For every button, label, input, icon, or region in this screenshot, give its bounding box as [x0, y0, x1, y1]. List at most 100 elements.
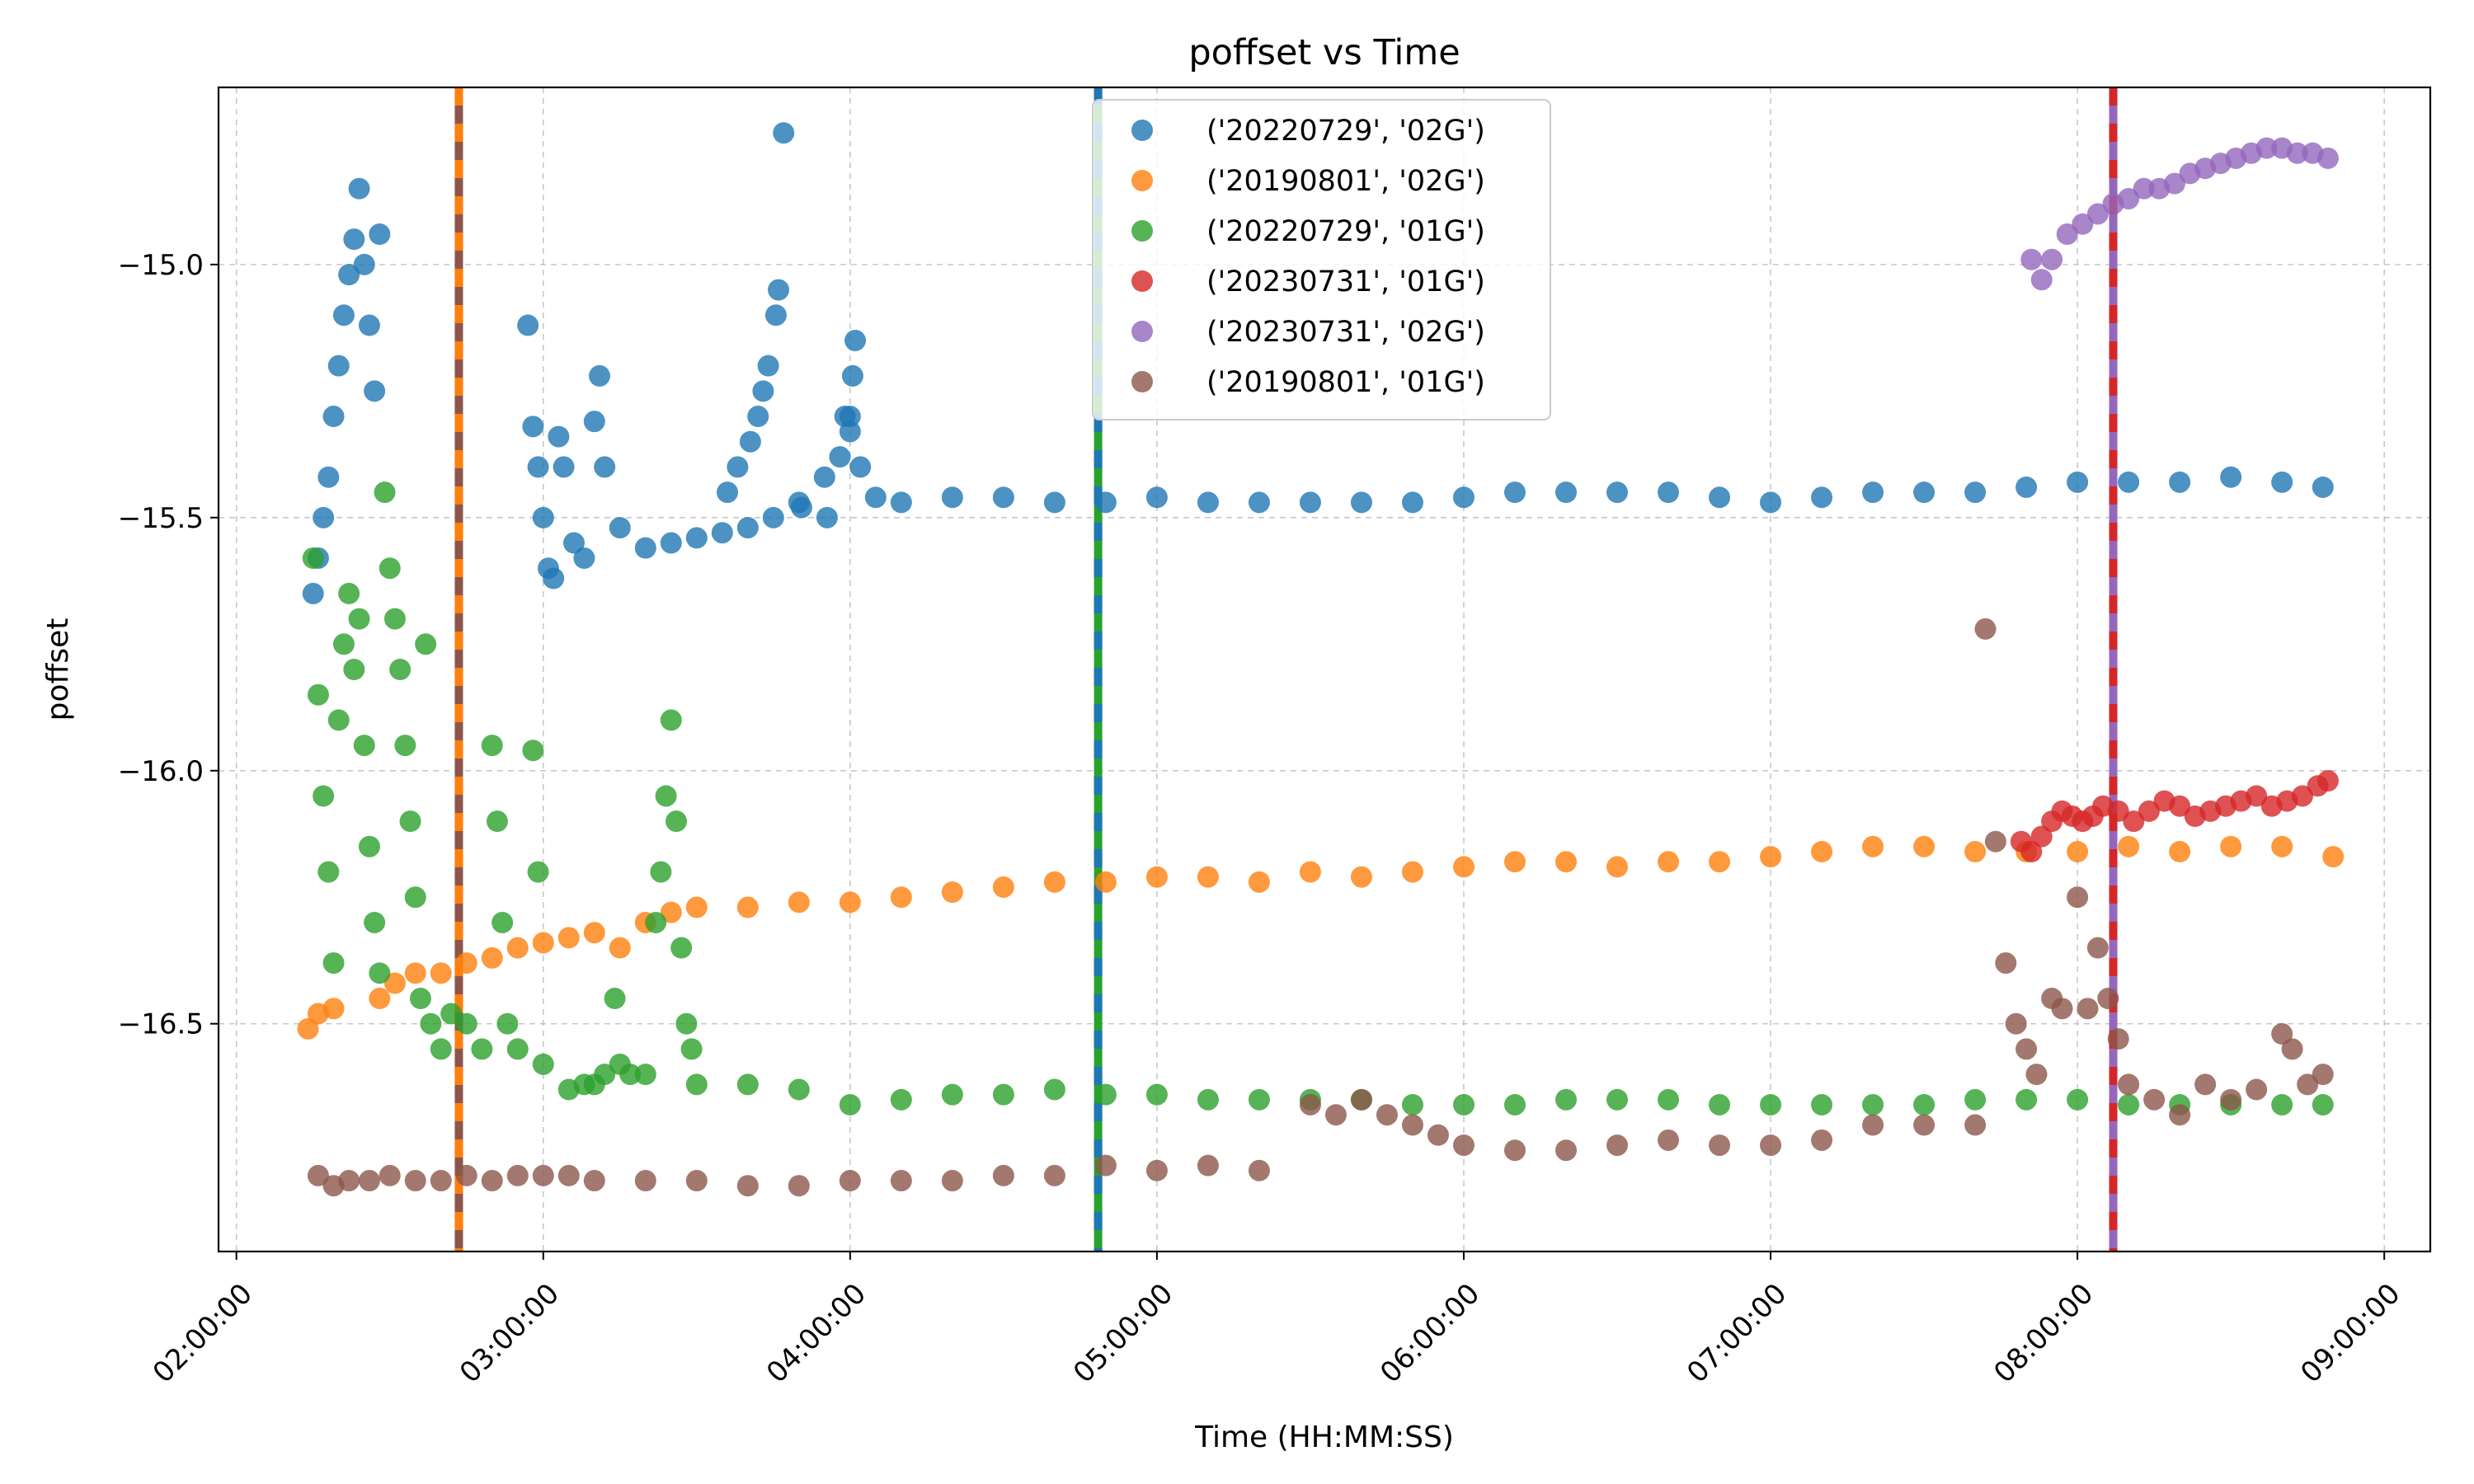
data-point	[1401, 1093, 1423, 1115]
legend-entry-label: ('20220729', '01G')	[1206, 215, 1485, 248]
data-point	[1811, 1129, 1833, 1151]
data-point	[788, 891, 810, 913]
data-point	[420, 1012, 442, 1035]
data-point	[2220, 835, 2242, 857]
data-point	[1760, 1134, 1782, 1157]
data-point	[816, 506, 838, 528]
data-point	[660, 901, 682, 923]
data-point	[2312, 1064, 2334, 1086]
data-point	[1984, 830, 2006, 852]
data-point	[374, 481, 396, 504]
data-point	[736, 896, 759, 918]
y-tick-label: −15.0	[118, 249, 204, 282]
data-point	[764, 304, 787, 326]
data-point	[1709, 851, 1731, 873]
data-point	[1145, 486, 1168, 509]
data-point	[358, 1170, 380, 1192]
data-point	[941, 1170, 963, 1192]
data-point	[583, 1170, 605, 1192]
data-point	[2286, 142, 2308, 164]
data-point	[1658, 1129, 1680, 1151]
data-point	[1760, 846, 1782, 868]
series-group	[302, 481, 2334, 1115]
data-point	[1862, 835, 1884, 857]
data-point	[1452, 856, 1475, 878]
data-point	[1248, 1159, 1270, 1181]
data-point	[471, 1038, 493, 1060]
data-point	[839, 420, 861, 443]
data-point	[844, 329, 867, 351]
data-point	[2015, 1088, 2038, 1111]
data-point	[890, 886, 912, 909]
data-point	[1043, 1164, 1065, 1186]
data-point	[752, 380, 774, 402]
data-point	[383, 608, 406, 630]
data-point	[941, 881, 963, 904]
data-point	[522, 740, 544, 762]
data-point	[322, 952, 345, 974]
data-point	[2118, 471, 2140, 493]
data-point	[404, 1170, 426, 1192]
data-point	[548, 425, 570, 448]
data-point	[2051, 998, 2073, 1020]
data-point	[379, 1164, 401, 1186]
data-point	[517, 314, 539, 336]
data-point	[332, 633, 355, 655]
legend-marker	[1131, 170, 1153, 191]
data-point	[379, 557, 401, 580]
data-point	[481, 946, 503, 969]
data-point	[609, 937, 631, 959]
data-point	[404, 886, 426, 909]
data-point	[2322, 846, 2345, 868]
plot-frame	[217, 86, 2432, 1253]
data-point	[790, 496, 812, 519]
data-point	[364, 380, 386, 402]
data-point	[992, 486, 1014, 509]
legend-entry-label: ('20220729', '02G')	[1206, 115, 1485, 148]
data-point	[1606, 1134, 1629, 1157]
data-point	[841, 364, 863, 387]
data-point	[588, 364, 610, 387]
data-point	[455, 1164, 477, 1186]
data-point	[849, 456, 872, 478]
data-point	[829, 446, 851, 468]
data-point	[727, 456, 749, 478]
data-point	[594, 1064, 616, 1086]
data-point	[440, 1003, 463, 1025]
data-point	[2020, 841, 2043, 863]
data-point	[1555, 1139, 1578, 1162]
data-point	[1043, 491, 1065, 514]
data-point	[532, 932, 554, 954]
data-point	[1709, 1093, 1731, 1115]
data-point	[496, 1012, 519, 1035]
data-point	[685, 1170, 708, 1192]
data-point	[2123, 810, 2145, 833]
data-point	[1709, 1134, 1731, 1157]
data-point	[343, 659, 365, 680]
data-point	[327, 709, 350, 731]
data-point	[2020, 248, 2043, 270]
data-point	[1350, 1088, 1372, 1111]
data-point	[394, 735, 416, 757]
data-point	[430, 962, 452, 984]
data-point	[358, 314, 380, 336]
data-point	[1606, 481, 1629, 504]
data-point	[2056, 223, 2078, 246]
data-point	[369, 988, 391, 1010]
data-point	[685, 1073, 708, 1096]
data-point	[1555, 1088, 1578, 1111]
data-point	[1324, 1104, 1347, 1126]
data-point	[1503, 1093, 1526, 1115]
data-point	[670, 937, 693, 959]
data-point	[1401, 861, 1423, 883]
data-point	[338, 582, 360, 604]
data-point	[353, 735, 375, 757]
data-point	[2072, 213, 2094, 235]
data-point	[2097, 988, 2119, 1010]
data-point	[369, 962, 391, 984]
data-point	[2107, 800, 2129, 822]
data-point	[1503, 481, 1526, 504]
data-point	[2107, 1028, 2129, 1050]
grid-layer	[219, 87, 2430, 1252]
